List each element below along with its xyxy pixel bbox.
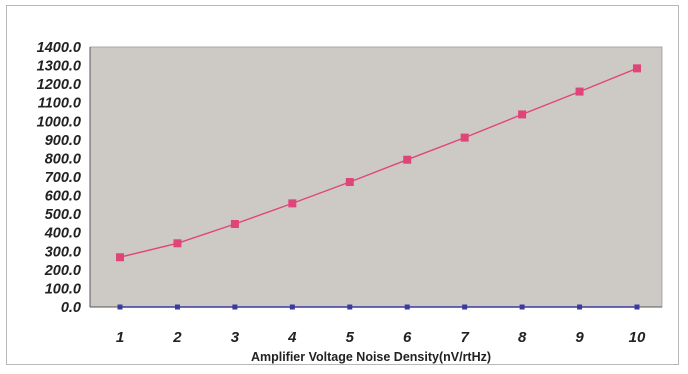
- series-2: [117, 304, 640, 310]
- series-2-point: [519, 304, 525, 310]
- series-2-point: [462, 304, 468, 310]
- x-tick-label: 8: [518, 329, 527, 346]
- series-2-point: [289, 304, 295, 310]
- series-1-point: [116, 253, 124, 262]
- y-tick-label: 1100.0: [38, 96, 81, 112]
- series-layer: [116, 64, 641, 310]
- x-tick-label: 2: [172, 329, 182, 346]
- y-axis: 0.0 100.0 200.0 300.0 400.0 500.0 600.0 700.0 80…: [37, 40, 91, 316]
- series-1-point: [518, 110, 527, 119]
- series-1-point: [230, 219, 239, 228]
- y-tick-label: 0.0: [61, 300, 81, 316]
- y-tick-label: 500.0: [45, 207, 81, 223]
- x-tick-label: 1: [116, 329, 124, 346]
- series-1-point: [288, 199, 297, 208]
- series-2-point: [232, 304, 238, 310]
- y-tick-label: 1300.0: [37, 59, 81, 75]
- series-1-point: [575, 87, 584, 96]
- series-1-point: [633, 64, 641, 73]
- y-tick-label: 800.0: [45, 151, 81, 167]
- y-tick-label: 1200.0: [37, 77, 81, 93]
- x-tick-label: 10: [629, 329, 646, 346]
- y-tick-label: 100.0: [45, 281, 81, 297]
- x-tick-label: 5: [346, 329, 355, 346]
- y-tick-label: 1400.0: [37, 40, 81, 56]
- x-tick-label: 6: [403, 329, 412, 346]
- series-1-point: [460, 133, 469, 142]
- series-1-point: [403, 155, 412, 164]
- series-2-point: [117, 304, 123, 310]
- y-tick-label: 300.0: [45, 244, 81, 260]
- y-tick-label: 1000.0: [37, 114, 81, 130]
- y-tick-label: 700.0: [45, 170, 81, 186]
- series-1-line: [119, 67, 638, 258]
- series-2-point: [174, 304, 180, 310]
- plot-area: [89, 46, 663, 308]
- x-tick-label: 3: [231, 329, 240, 346]
- x-tick-label: 4: [287, 329, 297, 346]
- y-tick-label: 900.0: [45, 133, 81, 149]
- y-tick-label: 400.0: [44, 226, 81, 242]
- series-2-point: [404, 304, 410, 310]
- x-axis: 1 2 3 4 5 6 7 8 9 10: [90, 306, 662, 346]
- x-axis-label: Amplifier Voltage Noise Density(nV/rtHz): [251, 350, 491, 364]
- series-2-point: [577, 304, 583, 310]
- y-tick-label: 200.0: [44, 263, 81, 279]
- y-tick-label: 600.0: [45, 189, 81, 205]
- series-1: [116, 64, 641, 262]
- x-tick-label: 9: [575, 329, 584, 346]
- series-2-point: [634, 304, 640, 310]
- series-2-point: [347, 304, 353, 310]
- x-tick-label: 7: [460, 329, 469, 346]
- series-1-point: [173, 239, 182, 248]
- series-1-point: [345, 178, 354, 187]
